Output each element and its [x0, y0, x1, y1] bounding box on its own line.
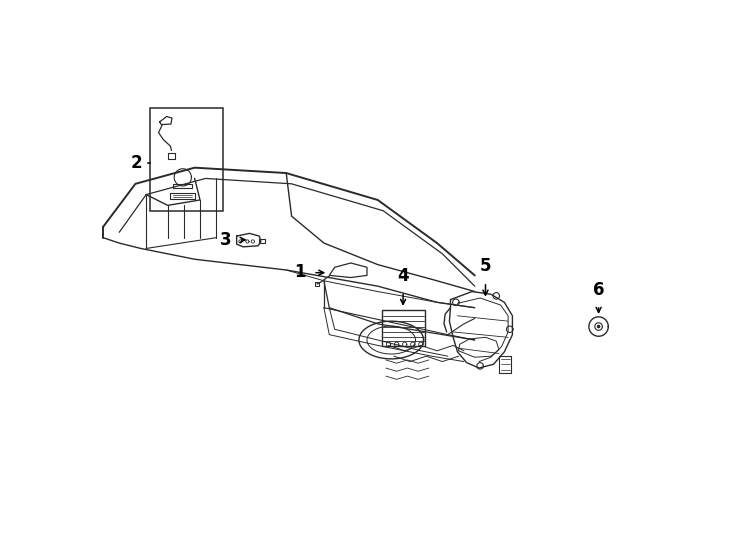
Bar: [150, 109, 223, 211]
Text: 4: 4: [397, 267, 409, 285]
Text: 2: 2: [131, 154, 142, 172]
Text: 6: 6: [593, 281, 604, 299]
Polygon shape: [597, 326, 600, 328]
Text: 1: 1: [294, 262, 306, 281]
Text: 5: 5: [480, 258, 491, 275]
Text: 3: 3: [220, 231, 232, 249]
